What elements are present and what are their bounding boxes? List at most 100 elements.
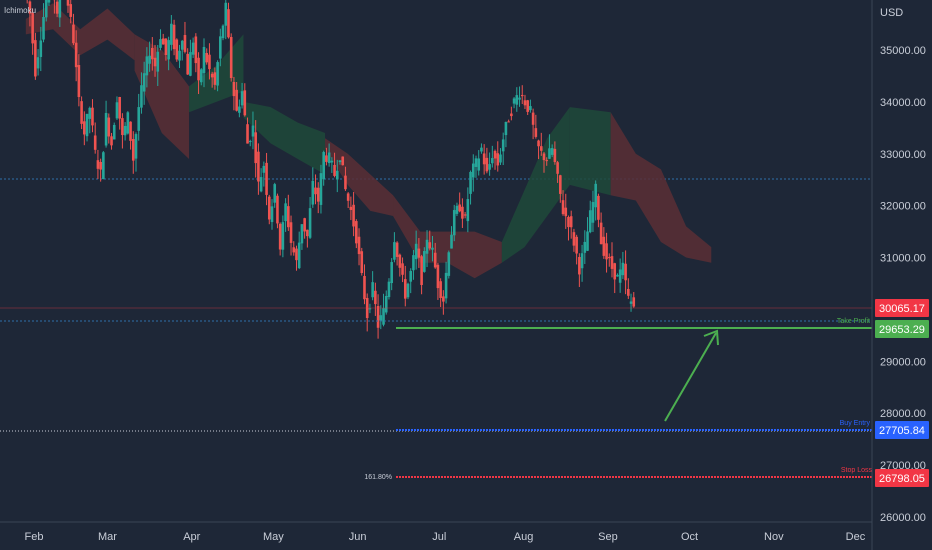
candle-body bbox=[569, 216, 573, 228]
candle-body bbox=[197, 57, 200, 81]
candle-body bbox=[439, 281, 442, 298]
candle-body bbox=[232, 82, 236, 97]
candle-body bbox=[520, 95, 524, 97]
candle-body bbox=[276, 195, 279, 224]
candle-body bbox=[501, 139, 505, 152]
candle-body bbox=[308, 208, 312, 238]
candle-body bbox=[246, 124, 249, 144]
candle-body bbox=[365, 297, 369, 319]
candle-body bbox=[355, 221, 358, 244]
x-axis-ticks[interactable]: Feb Mar Apr May Jun Jul Aug Sep Oct Nov Dec bbox=[25, 531, 866, 543]
candle-body bbox=[69, 4, 73, 17]
candle-body bbox=[311, 180, 315, 205]
candle-body bbox=[393, 242, 396, 260]
candle-body bbox=[480, 147, 483, 152]
candle-body bbox=[616, 274, 619, 277]
candle-body bbox=[148, 55, 151, 64]
candle-body bbox=[550, 148, 554, 155]
candle-body bbox=[104, 112, 108, 146]
cloud-segment bbox=[569, 107, 611, 196]
candle-body bbox=[395, 242, 399, 257]
candle-body bbox=[431, 247, 434, 250]
y-tick-label: 26000.00 bbox=[880, 512, 926, 524]
price-axis[interactable] bbox=[872, 0, 932, 550]
candle-body bbox=[526, 100, 529, 112]
candle-body bbox=[412, 255, 415, 271]
cloud-segment bbox=[25, 3, 135, 61]
candle-body bbox=[85, 113, 89, 137]
candle-body bbox=[36, 57, 40, 69]
candle-body bbox=[156, 51, 160, 72]
candle-body bbox=[72, 24, 75, 44]
candle-body bbox=[548, 148, 551, 159]
candle-body bbox=[477, 158, 481, 171]
candle-body bbox=[384, 295, 388, 313]
candle-body bbox=[352, 204, 355, 227]
stop-loss-value: 26798.05 bbox=[879, 473, 925, 485]
candle-body bbox=[281, 222, 285, 250]
candle-body bbox=[632, 297, 636, 307]
candle-body bbox=[491, 158, 494, 164]
take-profit-tag bbox=[875, 320, 929, 338]
candle-body bbox=[259, 177, 263, 192]
candle-body bbox=[115, 102, 119, 119]
buy-entry-value: 27705.84 bbox=[879, 425, 925, 437]
candle-body bbox=[221, 25, 225, 39]
candle-body bbox=[292, 247, 296, 253]
candle-body bbox=[205, 53, 209, 63]
candle-body bbox=[74, 42, 78, 68]
candle-body bbox=[96, 160, 100, 169]
x-tick-label: Jul bbox=[432, 531, 446, 543]
candle-body bbox=[159, 39, 162, 48]
candle-body bbox=[91, 107, 94, 126]
candle-body bbox=[327, 152, 331, 164]
candle-body bbox=[306, 229, 309, 237]
candle-body bbox=[403, 279, 407, 299]
candle-body bbox=[183, 35, 187, 52]
currency-label: USD bbox=[880, 7, 903, 19]
candle-body bbox=[153, 57, 157, 67]
candle-body bbox=[531, 112, 535, 125]
candle-body bbox=[504, 122, 508, 136]
candle-body bbox=[145, 56, 149, 76]
candle-body bbox=[461, 206, 464, 219]
candle-body bbox=[599, 222, 603, 245]
candle-body bbox=[289, 222, 293, 243]
candle-body bbox=[161, 38, 165, 45]
candle-body bbox=[110, 136, 113, 146]
candle-body bbox=[627, 289, 630, 296]
candle-body bbox=[515, 95, 519, 105]
candle-body bbox=[553, 148, 557, 163]
candle-body bbox=[134, 134, 138, 159]
candle-body bbox=[458, 204, 461, 212]
candle-body bbox=[118, 96, 121, 119]
candle-body bbox=[510, 113, 513, 117]
candle-body bbox=[273, 184, 277, 203]
candle-body bbox=[559, 175, 562, 194]
candle-body bbox=[219, 36, 222, 59]
candle-body bbox=[189, 52, 192, 76]
candle-body bbox=[333, 164, 336, 176]
candle-body bbox=[121, 118, 124, 135]
x-tick-label: May bbox=[263, 531, 284, 543]
current-price-value: 30065.17 bbox=[879, 303, 925, 315]
x-tick-label: Apr bbox=[183, 531, 200, 543]
candle-body bbox=[586, 231, 589, 251]
candle-body bbox=[499, 154, 502, 163]
candle-body bbox=[346, 193, 350, 201]
x-tick-label: Oct bbox=[681, 531, 698, 543]
candle-body bbox=[390, 262, 393, 284]
candle-body bbox=[137, 107, 141, 131]
candle-body bbox=[240, 91, 244, 106]
candle-body bbox=[235, 89, 238, 111]
candle-body bbox=[488, 164, 491, 170]
candle-body bbox=[164, 38, 168, 55]
candle-body bbox=[466, 199, 470, 222]
candle-body bbox=[621, 262, 625, 276]
candle-body bbox=[447, 252, 451, 276]
candle-body bbox=[229, 36, 233, 79]
candle-body bbox=[224, 2, 228, 26]
candle-body bbox=[455, 205, 459, 214]
candle-body bbox=[251, 125, 255, 137]
